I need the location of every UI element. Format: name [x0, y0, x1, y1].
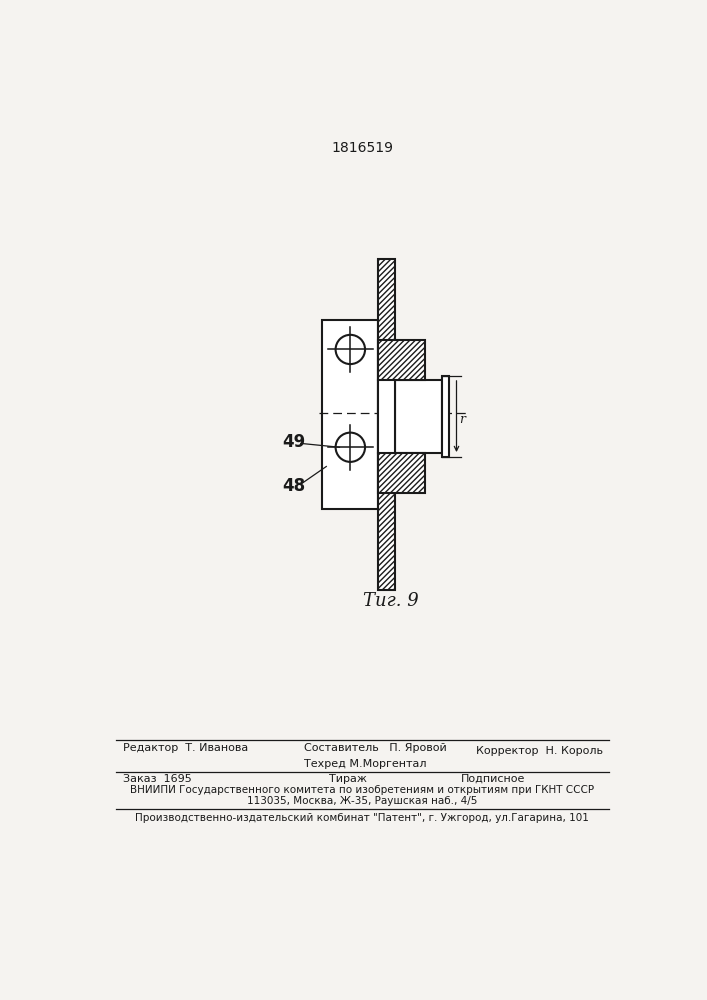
Text: 113035, Москва, Ж-35, Раушская наб., 4/5: 113035, Москва, Ж-35, Раушская наб., 4/5: [247, 796, 477, 806]
Text: r: r: [460, 413, 466, 426]
Bar: [378, 380, 395, 453]
Text: 49: 49: [282, 433, 305, 451]
Bar: [378, 340, 425, 380]
Text: ВНИИПИ Государственного комитета по изобретениям и открытиям при ГКНТ СССР: ВНИИПИ Государственного комитета по изоб…: [130, 785, 594, 795]
Text: Составитель   П. Яровой: Составитель П. Яровой: [304, 743, 447, 753]
Text: Заказ  1695: Заказ 1695: [123, 774, 192, 784]
Bar: [442, 376, 449, 457]
Text: Техред М.Моргентал: Техред М.Моргентал: [304, 759, 426, 769]
Bar: [378, 259, 395, 590]
Text: Подписное: Подписное: [460, 774, 525, 784]
Text: Тираж: Тираж: [329, 774, 367, 784]
Bar: [395, 380, 442, 453]
Bar: [378, 259, 395, 590]
Bar: [378, 453, 425, 493]
Text: Редактор  Т. Иванова: Редактор Т. Иванова: [123, 743, 248, 753]
Bar: [378, 340, 425, 380]
Bar: [322, 320, 378, 509]
Text: Τиг. 9: Τиг. 9: [363, 592, 419, 610]
Text: 1816519: 1816519: [331, 141, 393, 155]
Text: Корректор  Н. Король: Корректор Н. Король: [476, 746, 603, 756]
Text: 48: 48: [282, 477, 305, 495]
Text: Производственно-издательский комбинат "Патент", г. Ужгород, ул.Гагарина, 101: Производственно-издательский комбинат "П…: [135, 813, 589, 823]
Bar: [378, 453, 425, 493]
